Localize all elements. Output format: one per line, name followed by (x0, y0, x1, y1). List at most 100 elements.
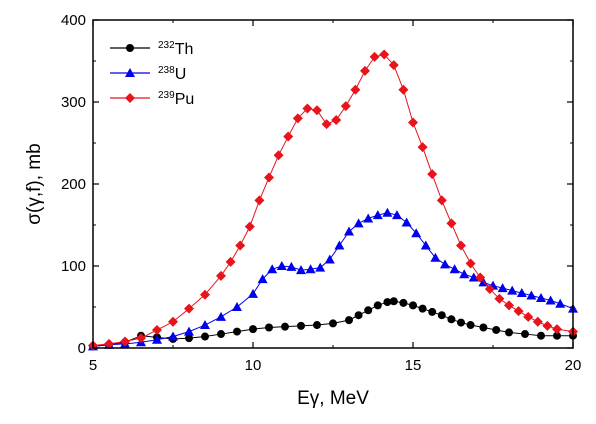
legend-label: 232Th (158, 40, 193, 58)
legend-label-name: Th (175, 41, 194, 58)
data-point (340, 101, 351, 112)
data-point (363, 213, 374, 223)
data-point (305, 264, 316, 274)
data-point (264, 172, 274, 183)
data-point (360, 65, 370, 76)
legend-label: 238U (158, 65, 186, 83)
legend-marker (126, 44, 134, 52)
legend-item-pu: 239Pu (110, 90, 194, 108)
data-point (201, 332, 209, 341)
y-tick-label: 100 (61, 258, 86, 275)
data-point (312, 105, 322, 116)
data-point (505, 328, 513, 337)
data-point (168, 316, 178, 327)
data-point (372, 210, 383, 220)
data-point (297, 321, 305, 330)
data-point (273, 150, 284, 161)
y-axis-title: σ(γ,f), mb (24, 143, 45, 224)
y-tick-label: 0 (78, 340, 86, 357)
data-point (168, 331, 178, 341)
legend-marker (125, 93, 135, 103)
data-point (468, 272, 479, 282)
legend-label-name: Pu (175, 91, 195, 108)
data-point (254, 195, 265, 206)
data-point (532, 316, 543, 327)
data-point (507, 285, 518, 295)
legend-label-superscript: 238 (158, 65, 175, 76)
data-point (399, 298, 408, 307)
data-point (200, 320, 210, 330)
data-point (265, 323, 273, 332)
data-point (484, 283, 495, 294)
x-axis-title: Eγ, MeV (297, 388, 369, 409)
data-point (420, 240, 431, 250)
data-point (526, 290, 537, 300)
data-point (296, 265, 306, 275)
data-point (436, 195, 447, 206)
data-point (555, 298, 566, 308)
data-point (233, 327, 241, 336)
data-point (354, 311, 363, 320)
data-point (447, 315, 456, 324)
data-point (216, 311, 226, 321)
data-point (152, 334, 162, 344)
data-point (217, 330, 225, 339)
legend-label-superscript: 239 (158, 90, 175, 101)
data-point (292, 113, 303, 124)
data-point (286, 261, 297, 271)
x-tick-label: 15 (405, 357, 422, 374)
x-tick-label: 20 (565, 357, 582, 374)
data-point (479, 323, 488, 332)
series-th (89, 297, 577, 351)
data-point (465, 258, 476, 269)
data-point (492, 325, 501, 334)
data-point (516, 288, 527, 298)
legend-item-u: 238U (110, 65, 186, 83)
data-point (321, 119, 332, 130)
data-point (184, 326, 194, 336)
data-point (334, 240, 345, 250)
data-point (409, 301, 417, 310)
data-point (408, 117, 418, 128)
data-point (456, 240, 466, 251)
data-point (315, 262, 326, 272)
data-point (440, 259, 450, 269)
data-point (466, 321, 475, 330)
data-point (235, 240, 246, 251)
data-point (398, 84, 409, 95)
data-point (553, 331, 561, 340)
data-point (449, 264, 460, 274)
data-point (411, 228, 422, 238)
x-tick-label: 10 (245, 357, 262, 374)
legend-marker (125, 68, 135, 77)
data-point (345, 316, 353, 325)
data-point (552, 324, 562, 335)
data-point (373, 301, 382, 310)
data-point (344, 226, 354, 236)
data-point (324, 254, 335, 264)
data-point (216, 270, 226, 281)
data-point (302, 103, 313, 114)
data-point (120, 336, 130, 347)
data-point (430, 252, 441, 262)
data-point (185, 334, 193, 343)
series-layer (88, 49, 578, 351)
data-point (475, 272, 486, 283)
y-tick-label: 400 (61, 12, 86, 29)
data-point (257, 274, 268, 284)
data-point (267, 264, 278, 274)
data-point (545, 295, 556, 305)
legend-label-name: U (175, 66, 187, 83)
x-tick-label: 5 (89, 357, 97, 374)
data-point (497, 283, 508, 293)
data-point (364, 306, 373, 315)
data-point (536, 292, 546, 302)
data-point (392, 210, 402, 220)
series-u (88, 207, 578, 351)
data-point (369, 51, 380, 62)
data-point (104, 338, 114, 349)
data-point (152, 324, 162, 335)
data-point (249, 325, 257, 334)
series-pu (88, 49, 578, 351)
